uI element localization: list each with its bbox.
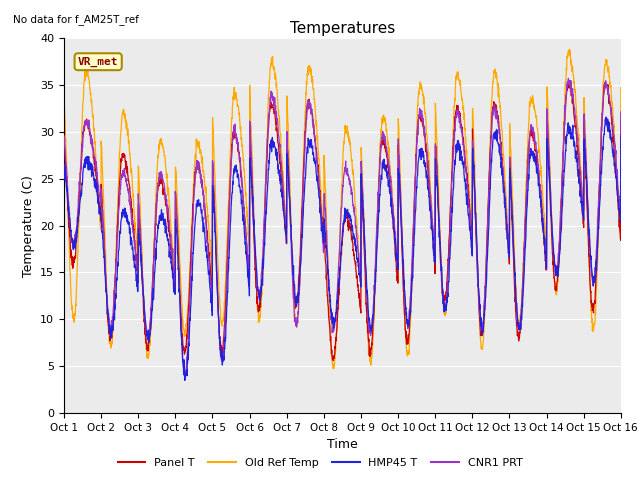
Y-axis label: Temperature (C): Temperature (C): [22, 175, 35, 276]
X-axis label: Time: Time: [327, 438, 358, 451]
Text: No data for f_AM25T_ref: No data for f_AM25T_ref: [13, 14, 139, 25]
Legend: Panel T, Old Ref Temp, HMP45 T, CNR1 PRT: Panel T, Old Ref Temp, HMP45 T, CNR1 PRT: [113, 453, 527, 472]
Title: Temperatures: Temperatures: [290, 21, 395, 36]
Text: VR_met: VR_met: [78, 57, 118, 67]
